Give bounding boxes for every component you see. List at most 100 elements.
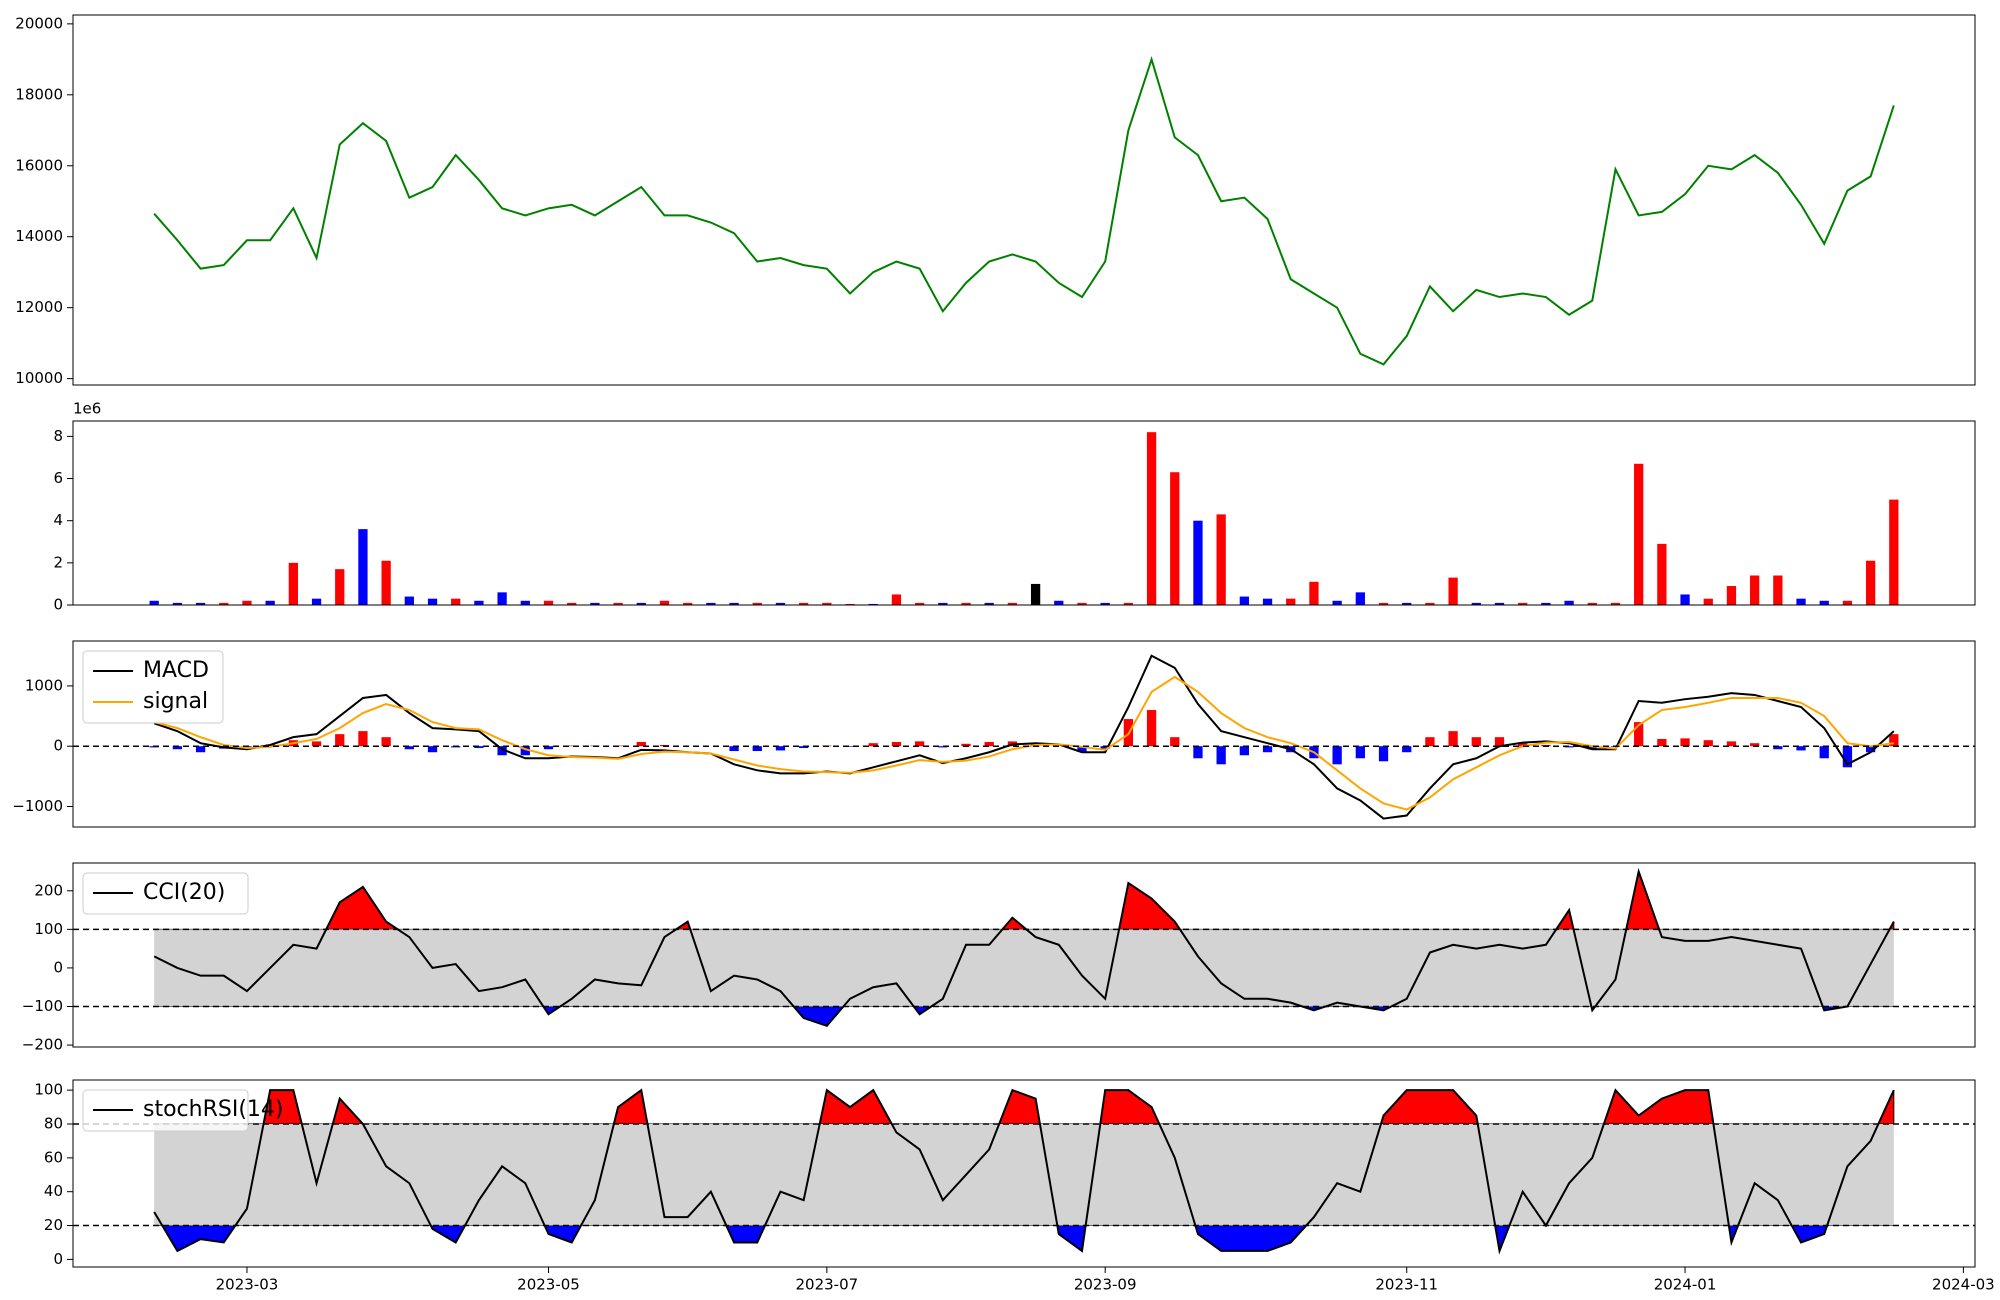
legend-box [82,872,249,915]
bar [149,600,159,605]
histogram-bar [961,743,971,747]
legend-box [82,1089,249,1132]
bar [1889,499,1899,605]
bar [590,602,600,605]
bar [752,602,762,605]
histogram-bar [914,741,925,747]
histogram-bar [335,734,345,747]
histogram-bar [1773,746,1783,750]
line [153,675,1894,811]
histogram-bar [172,746,183,750]
histogram-bar [891,741,902,747]
bar [1239,596,1249,605]
y-tick-label: 8 [53,427,63,445]
bar [822,602,832,605]
y-tick-label: 2 [53,553,63,571]
histogram-bar [1657,738,1667,747]
y-tick-label: 200 [34,881,63,899]
y-tick-label: 0 [53,1250,63,1268]
legend-label: signal [143,689,208,714]
bar [1518,602,1528,605]
histogram-bar [845,746,855,747]
y-tick-label: 0 [53,596,63,614]
plot-frame [72,420,1976,606]
y-tick-label: 16000 [15,156,63,174]
y-tick-label: 20 [44,1216,63,1234]
histogram-bar [1077,746,1087,752]
histogram-bar [1216,746,1226,765]
y-tick-label: 10000 [15,369,63,387]
histogram-bar [358,731,368,747]
bar [1425,602,1435,605]
x-tick-label: 2023-07 [795,1276,858,1294]
bar [914,602,925,605]
histogram-bar [752,746,762,752]
y-tick-label: 100 [34,920,63,938]
bar [775,602,786,605]
histogram-bar [1564,746,1574,748]
neutral-band [154,929,1894,1007]
bar [451,598,461,605]
legend-label: MACD [143,658,209,683]
bar [1471,602,1481,605]
histogram-bar [195,746,206,753]
y-tick-label: −1000 [12,797,63,815]
bar [1819,600,1829,605]
histogram-bar [381,737,391,747]
bar [891,594,902,605]
y-tick-label: 1000 [25,676,63,694]
bar [242,600,252,605]
line [153,55,1895,366]
y-tick-label: 12000 [15,298,63,316]
x-tick-label: 2024-03 [1932,1276,1995,1294]
plot-frame [72,640,1976,828]
bar [1193,520,1203,605]
bar [1054,600,1064,605]
line [153,867,1895,1027]
histogram-bar [1471,737,1481,747]
plot-frame [72,862,1976,1048]
bar [1587,602,1597,605]
bar [636,602,646,605]
plot-frame [72,14,1976,386]
bar [474,600,484,605]
bar [1657,543,1667,605]
x-tick-label: 2023-03 [216,1276,279,1294]
bar [219,602,229,605]
histogram-bar [1865,746,1876,753]
x-tick-label: 2023-09 [1074,1276,1137,1294]
legend-box [82,650,224,724]
bar [1332,600,1342,605]
histogram-bar [1726,741,1737,747]
histogram-bar [1889,734,1899,747]
histogram-bar [1518,742,1528,747]
bar [288,562,298,605]
x-tick-label: 2024-01 [1654,1276,1717,1294]
histogram-bar [1680,738,1690,747]
histogram-bar [1170,737,1180,747]
bar [1773,575,1783,605]
bar [1309,581,1319,605]
bar [1448,577,1458,605]
y-tick-label: 0 [53,958,63,976]
y-tick-label: 14000 [15,227,63,245]
bar [1123,602,1134,605]
histogram-bar [1193,746,1203,759]
bar [567,602,577,605]
bar [799,602,809,605]
bar [427,598,438,605]
bar [358,529,368,605]
plot-frame [72,1079,1976,1268]
legend: CCI(20) [82,872,249,915]
y-tick-label: −200 [22,1036,63,1054]
bar [659,600,670,605]
histogram-bar [729,746,739,752]
bar [1610,602,1621,605]
line [153,654,1895,820]
legend-label: CCI(20) [143,880,225,905]
y-tick-label: 60 [44,1148,63,1166]
bar [1541,602,1551,605]
legend-label: stochRSI(14) [143,1097,284,1122]
bar [1286,598,1296,605]
y-tick-label: 40 [44,1182,63,1200]
